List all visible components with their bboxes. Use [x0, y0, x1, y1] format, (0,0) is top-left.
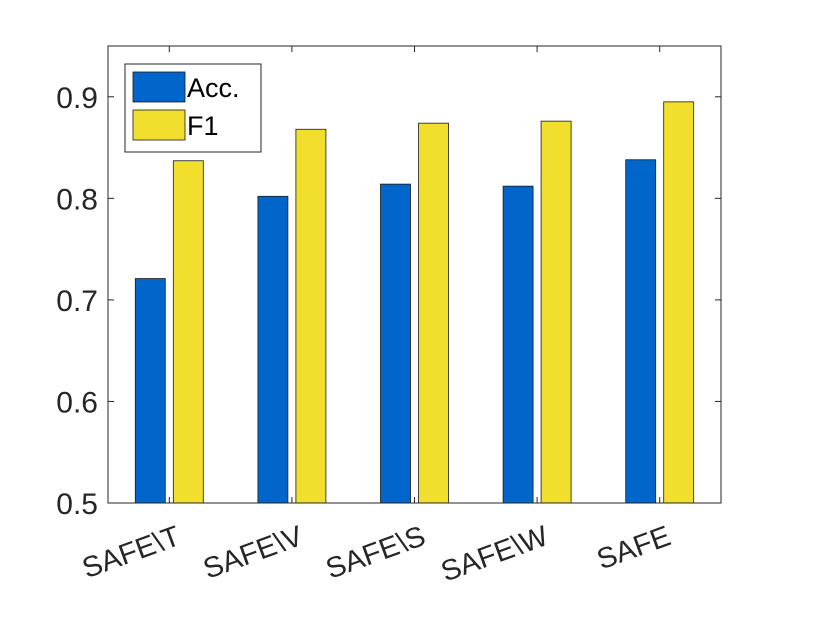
legend-label-f1: F1 [187, 111, 219, 141]
x-tick-label: SAFE\W [437, 520, 553, 588]
bar-f1-0 [172, 160, 204, 504]
bar-acc-3 [502, 185, 534, 504]
x-tick-label: SAFE\S [322, 520, 430, 585]
x-tick-label: SAFE\V [199, 520, 307, 586]
bar-acc-0 [134, 278, 166, 504]
bar-f1-3 [540, 120, 572, 504]
y-tick-label: 0.9 [56, 82, 98, 115]
legend-swatch-acc [132, 71, 186, 103]
x-tick-label: SAFE [593, 520, 675, 576]
bar-f1-4 [663, 101, 695, 504]
plot-frame [107, 45, 722, 504]
y-tick-label: 0.5 [56, 488, 98, 521]
legend: Acc. F1 [124, 63, 262, 153]
y-tick-label: 0.8 [56, 183, 98, 216]
y-axis: 0.5 0.6 0.7 0.8 0.9 [56, 82, 721, 521]
bar-acc-4 [625, 159, 657, 504]
y-tick-label: 0.6 [56, 386, 98, 419]
y-tick-label: 0.7 [56, 285, 98, 318]
legend-label-acc: Acc. [187, 73, 240, 103]
bar-acc-2 [380, 183, 411, 504]
bar-f1-1 [295, 128, 327, 504]
bar-f1-2 [418, 122, 449, 504]
x-tick-label: SAFE\T [78, 520, 185, 585]
bars-group [134, 101, 695, 504]
bar-acc-1 [257, 195, 289, 504]
legend-swatch-f1 [132, 109, 186, 141]
